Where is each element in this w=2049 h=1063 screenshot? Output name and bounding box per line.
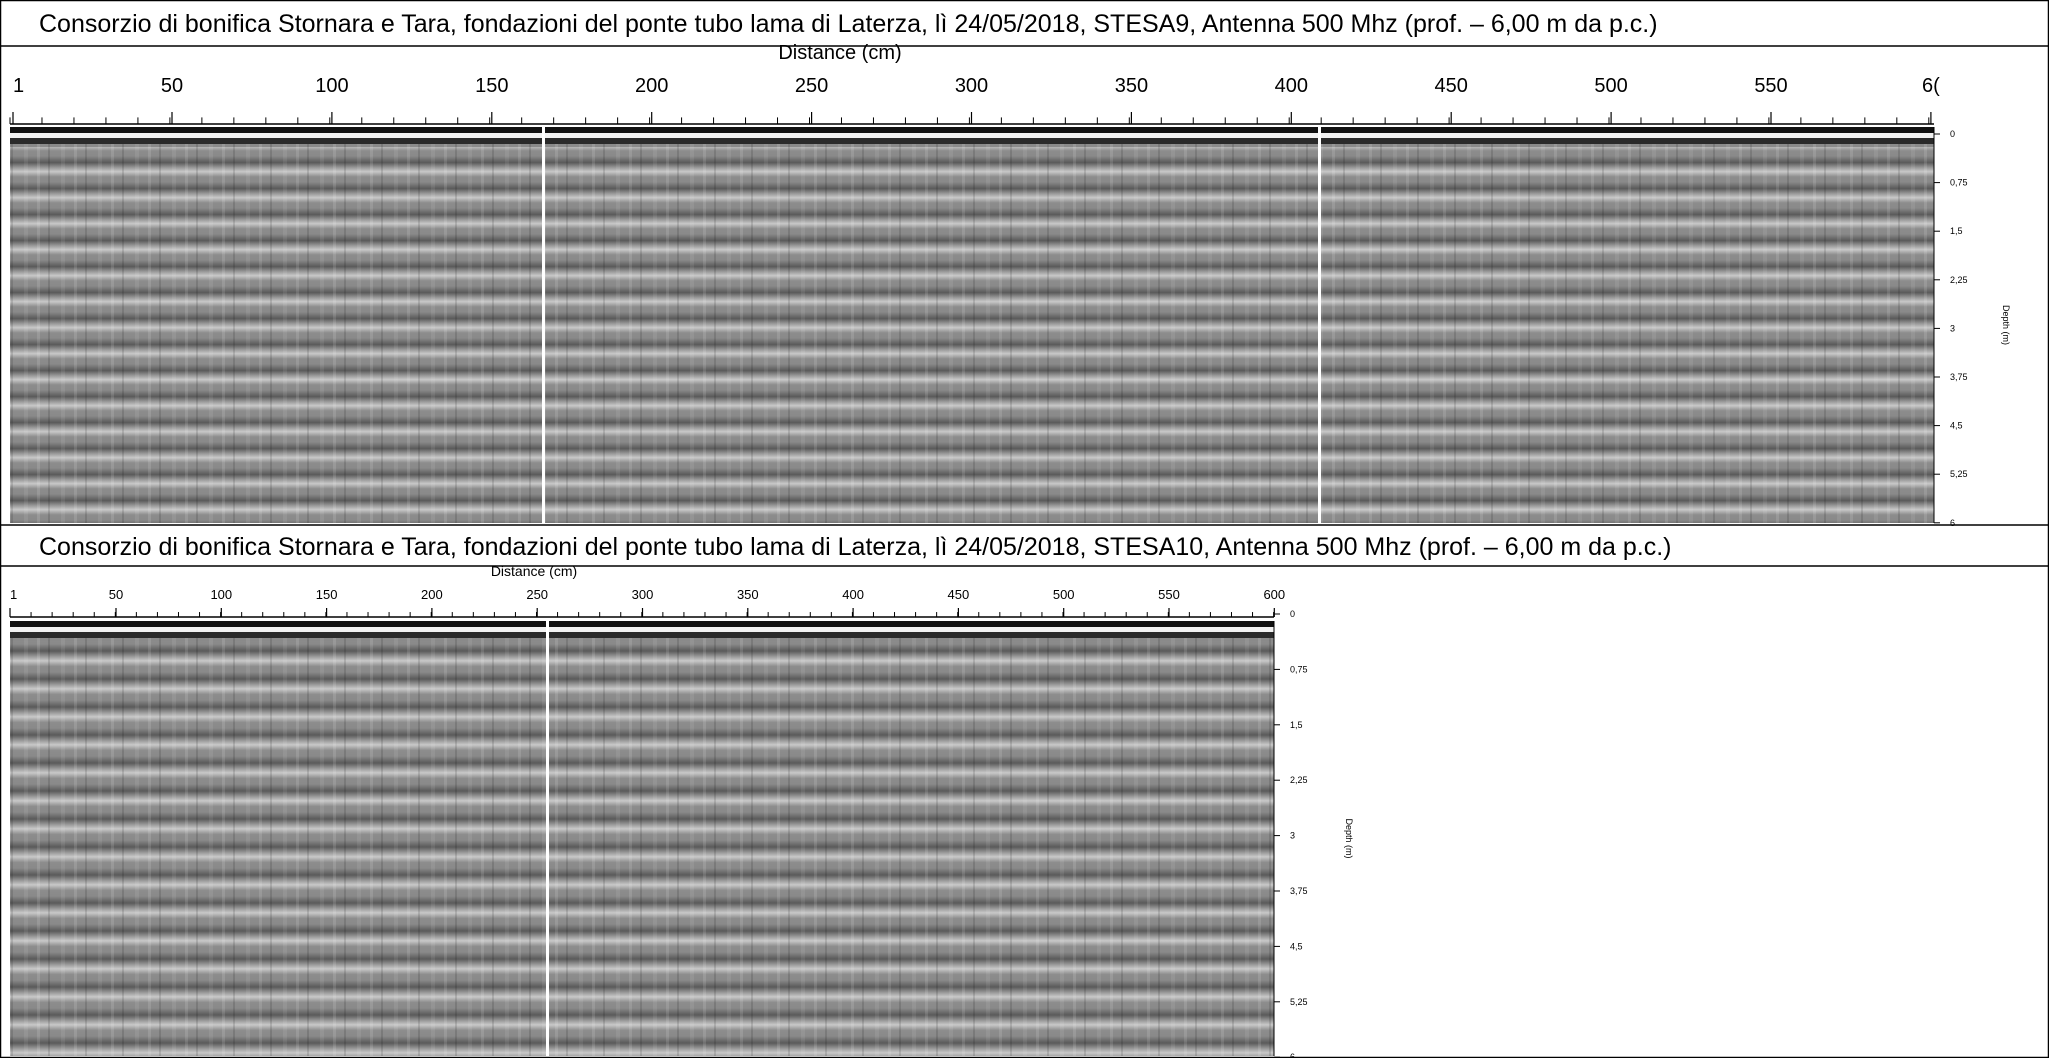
marker-line xyxy=(546,617,549,1056)
x-tick-label: 450 xyxy=(948,587,970,602)
y-tick-label: 0 xyxy=(1950,129,1955,139)
x-tick-label: 450 xyxy=(1435,75,1468,97)
y-tick-label: 0,75 xyxy=(1950,178,1968,188)
y-tick-label: 6 xyxy=(1290,1052,1295,1058)
y-tick-label: 4,5 xyxy=(1290,941,1303,951)
x-tick-label: 500 xyxy=(1053,587,1075,602)
surface-reflection xyxy=(10,632,1274,638)
x-tick-label: 550 xyxy=(1158,587,1180,602)
x-tick-label: 150 xyxy=(475,75,508,97)
page: Consorzio di bonifica Stornara e Tara, f… xyxy=(0,0,2049,1058)
x-axis-label: Distance (cm) xyxy=(778,42,901,64)
y-axis-label: Depth (m) xyxy=(1344,818,1354,858)
x-tick-label: 1 xyxy=(10,587,17,602)
x-tick-label: 200 xyxy=(635,75,668,97)
x-tick-label: 300 xyxy=(632,587,654,602)
surface-reflection xyxy=(10,138,1934,144)
x-tick-label: 550 xyxy=(1754,75,1787,97)
y-tick-label: 3 xyxy=(1290,831,1295,841)
x-tick-label: 350 xyxy=(737,587,759,602)
x-tick-label: 500 xyxy=(1594,75,1627,97)
x-tick-label: 400 xyxy=(1275,75,1308,97)
surface-reflection xyxy=(10,627,1274,632)
caption: Consorzio di bonifica Stornara e Tara, f… xyxy=(39,10,1658,38)
x-tick-label: 150 xyxy=(316,587,338,602)
x-tick-label: 200 xyxy=(421,587,443,602)
marker-line xyxy=(542,123,545,523)
x-axis-label: Distance (cm) xyxy=(491,563,577,579)
surface-reflection xyxy=(10,621,1274,627)
x-tick-label: 100 xyxy=(210,587,232,602)
x-tick-label: 6( xyxy=(1922,75,1940,97)
marker-line xyxy=(1318,123,1321,523)
y-tick-label: 2,25 xyxy=(1290,775,1308,785)
x-tick-label: 600 xyxy=(1263,587,1285,602)
surface-reflection xyxy=(10,133,1934,138)
y-tick-label: 3,75 xyxy=(1290,886,1308,896)
x-tick-label: 1 xyxy=(13,75,24,97)
y-tick-label: 6 xyxy=(1950,518,1955,528)
y-tick-label: 0 xyxy=(1290,609,1295,619)
surface-reflection xyxy=(10,127,1934,133)
radargram-texture xyxy=(10,127,1934,523)
radargram-texture xyxy=(10,621,1274,1056)
x-tick-label: 50 xyxy=(161,75,183,97)
x-tick-label: 250 xyxy=(526,587,548,602)
document: Consorzio di bonifica Stornara e Tara, f… xyxy=(0,0,2049,1058)
y-tick-label: 0,75 xyxy=(1290,664,1308,674)
x-tick-label: 400 xyxy=(842,587,864,602)
x-tick-label: 50 xyxy=(109,587,123,602)
x-tick-label: 350 xyxy=(1115,75,1148,97)
y-tick-label: 4,5 xyxy=(1950,421,1963,431)
y-tick-label: 5,25 xyxy=(1290,997,1308,1007)
x-tick-label: 250 xyxy=(795,75,828,97)
x-tick-label: 300 xyxy=(955,75,988,97)
caption: Consorzio di bonifica Stornara e Tara, f… xyxy=(39,533,1671,561)
y-tick-label: 1,5 xyxy=(1290,720,1303,730)
y-tick-label: 1,5 xyxy=(1950,226,1963,236)
y-axis-label: Depth (m) xyxy=(2001,305,2011,345)
y-tick-label: 5,25 xyxy=(1950,469,1968,479)
x-tick-label: 100 xyxy=(315,75,348,97)
y-tick-label: 3,75 xyxy=(1950,372,1968,382)
y-tick-label: 2,25 xyxy=(1950,275,1968,285)
y-tick-label: 3 xyxy=(1950,323,1955,333)
